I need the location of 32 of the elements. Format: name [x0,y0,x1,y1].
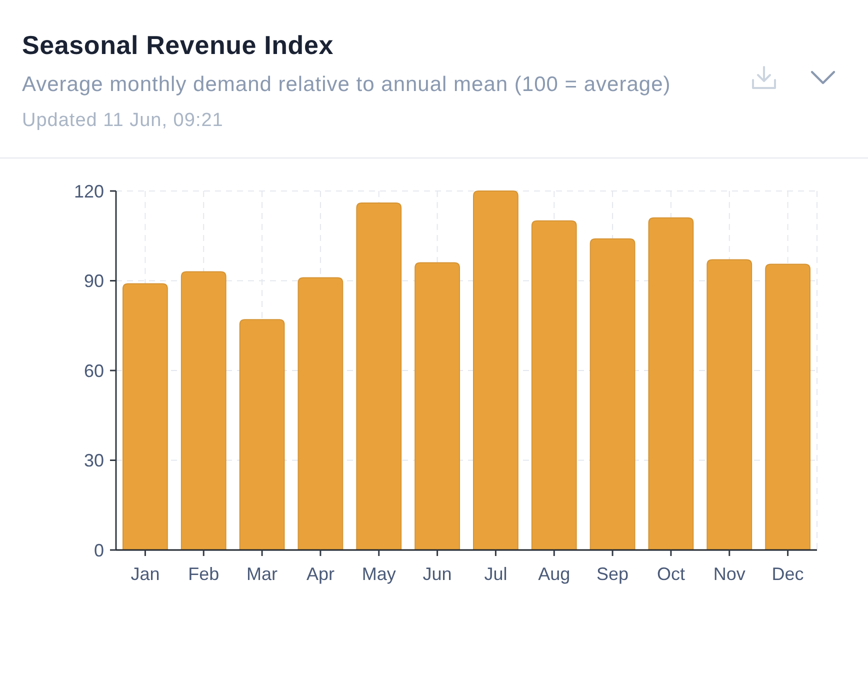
bar [239,319,285,550]
x-tick-label: Jun [422,564,452,584]
bar [648,217,694,550]
bar [590,238,636,550]
x-tick-label: Aug [538,564,570,584]
x-tick-label: Mar [246,564,278,584]
x-tick-label: Dec [772,564,804,584]
chart-subtitle: Average monthly demand relative to annual mean (100 = average) [22,73,671,96]
x-tick-label: Feb [188,564,220,584]
y-tick-label: 120 [74,181,104,202]
x-tick-label: May [362,564,396,584]
y-tick-label: 30 [84,450,104,471]
x-tick-label: Jul [484,564,508,584]
bar [122,283,168,550]
bar [706,259,752,550]
bar [414,262,460,550]
x-tick-label: Apr [306,564,334,584]
x-tick-label: Oct [656,564,685,584]
x-tick-label: Sep [596,564,629,584]
y-tick-label: 90 [84,271,104,292]
y-tick-label: 60 [84,360,104,381]
bar [298,277,344,550]
bar [531,220,577,550]
text: Updated 11 Jun, 09:21 [22,110,224,131]
x-tick-label: Jan [130,564,160,584]
chart-title: Seasonal Revenue Index [22,30,334,60]
bar [765,264,810,550]
bar [473,190,518,550]
x-tick-label: Nov [713,564,746,584]
y-tick-label: 0 [94,540,104,560]
bar [180,271,226,550]
bar [356,202,402,550]
